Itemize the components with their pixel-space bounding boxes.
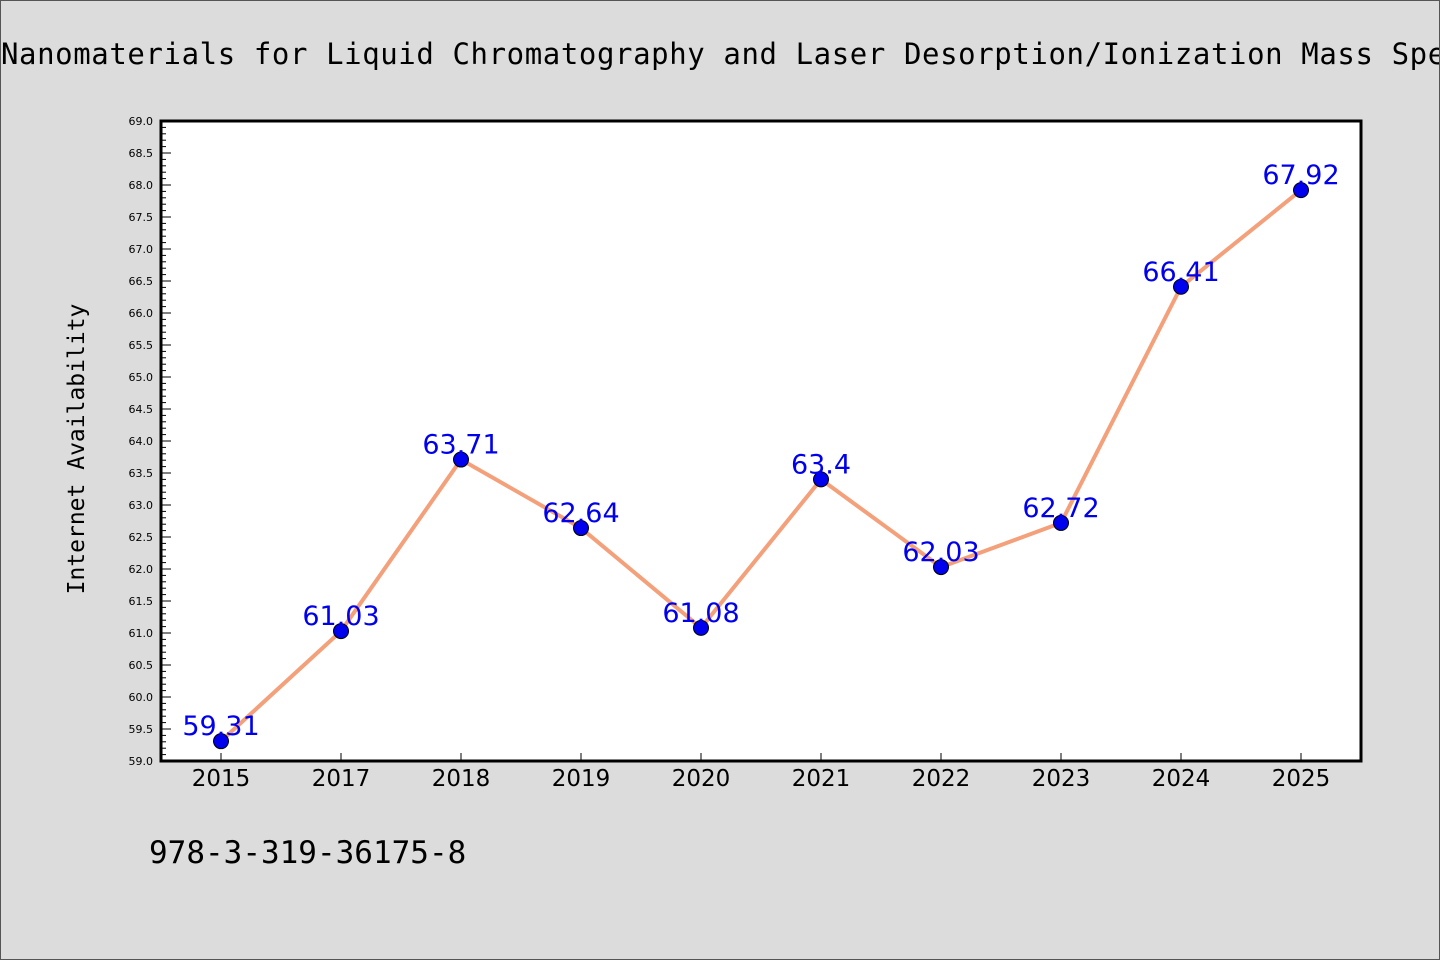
data-label: 59.31	[182, 711, 259, 742]
data-labels: 59.31 61.03 63.71 62.64 61.08 63.4 62.03 62.72 6…	[182, 160, 1339, 742]
data-point	[453, 451, 469, 468]
data-label: 62.03	[902, 537, 979, 568]
y-tick-label: 68.0	[129, 179, 154, 192]
data-label: 61.08	[662, 598, 739, 629]
data-label: 63.4	[791, 449, 851, 480]
data-point	[573, 520, 589, 537]
chart-title: Nanomaterials for Liquid Chromatography …	[1, 37, 1439, 71]
x-tick-label: 2018	[432, 766, 491, 792]
y-tick-label: 61.0	[129, 627, 154, 640]
y-tick-label: 61.5	[129, 595, 154, 608]
y-tick-label: 69.0	[129, 115, 154, 128]
y-axis-ticks: 59.0 59.5 60.0 60.5 61.0 61.5 62.0 62.5 63.0 63.5…	[129, 115, 171, 768]
isbn-label: 978-3-319-36175-8	[149, 835, 467, 871]
y-tick-label: 63.0	[129, 499, 154, 512]
y-tick-label: 66.0	[129, 307, 154, 320]
x-axis-ticks: 2015 2017 2018 2019 2020 2021 2022 2023 2024 2025	[192, 753, 1331, 792]
y-tick-label: 59.0	[129, 755, 154, 768]
y-tick-label: 67.0	[129, 243, 154, 256]
data-label: 66.41	[1142, 257, 1219, 288]
x-tick-label: 2025	[1272, 766, 1331, 792]
data-label: 61.03	[302, 601, 379, 632]
data-point	[1053, 514, 1069, 531]
y-tick-label: 64.0	[129, 435, 154, 448]
data-point	[333, 623, 349, 640]
x-tick-label: 2024	[1152, 766, 1211, 792]
y-tick-label: 60.5	[129, 659, 154, 672]
y-tick-label: 64.5	[129, 403, 154, 416]
y-tick-label: 62.0	[129, 563, 154, 576]
y-tick-label: 62.5	[129, 531, 154, 544]
data-point	[693, 619, 709, 636]
y-tick-label: 65.5	[129, 339, 154, 352]
y-tick-label: 63.5	[129, 467, 154, 480]
x-tick-label: 2023	[1032, 766, 1091, 792]
plot-area	[159, 119, 1363, 763]
data-label: 67.92	[1262, 160, 1339, 191]
y-tick-label: 65.0	[129, 371, 154, 384]
x-tick-label: 2019	[552, 766, 611, 792]
data-point	[1293, 182, 1309, 199]
y-tick-label: 68.5	[129, 147, 154, 160]
y-tick-label: 60.0	[129, 691, 154, 704]
y-tick-label: 59.5	[129, 723, 154, 736]
data-point	[213, 733, 229, 750]
data-label: 62.64	[542, 498, 619, 529]
series-line	[219, 188, 1303, 743]
x-tick-label: 2021	[792, 766, 851, 792]
y-tick-label: 67.5	[129, 211, 154, 224]
x-tick-label: 2022	[912, 766, 971, 792]
y-tick-label: 66.5	[129, 275, 154, 288]
data-point	[1173, 278, 1189, 295]
data-point	[813, 471, 829, 488]
data-label: 63.71	[422, 430, 499, 461]
x-tick-label: 2017	[312, 766, 371, 792]
x-tick-label: 2020	[672, 766, 731, 792]
x-tick-label: 2015	[192, 766, 251, 792]
data-markers	[213, 182, 1309, 750]
data-point	[933, 559, 949, 576]
data-label: 62.72	[1022, 493, 1099, 524]
